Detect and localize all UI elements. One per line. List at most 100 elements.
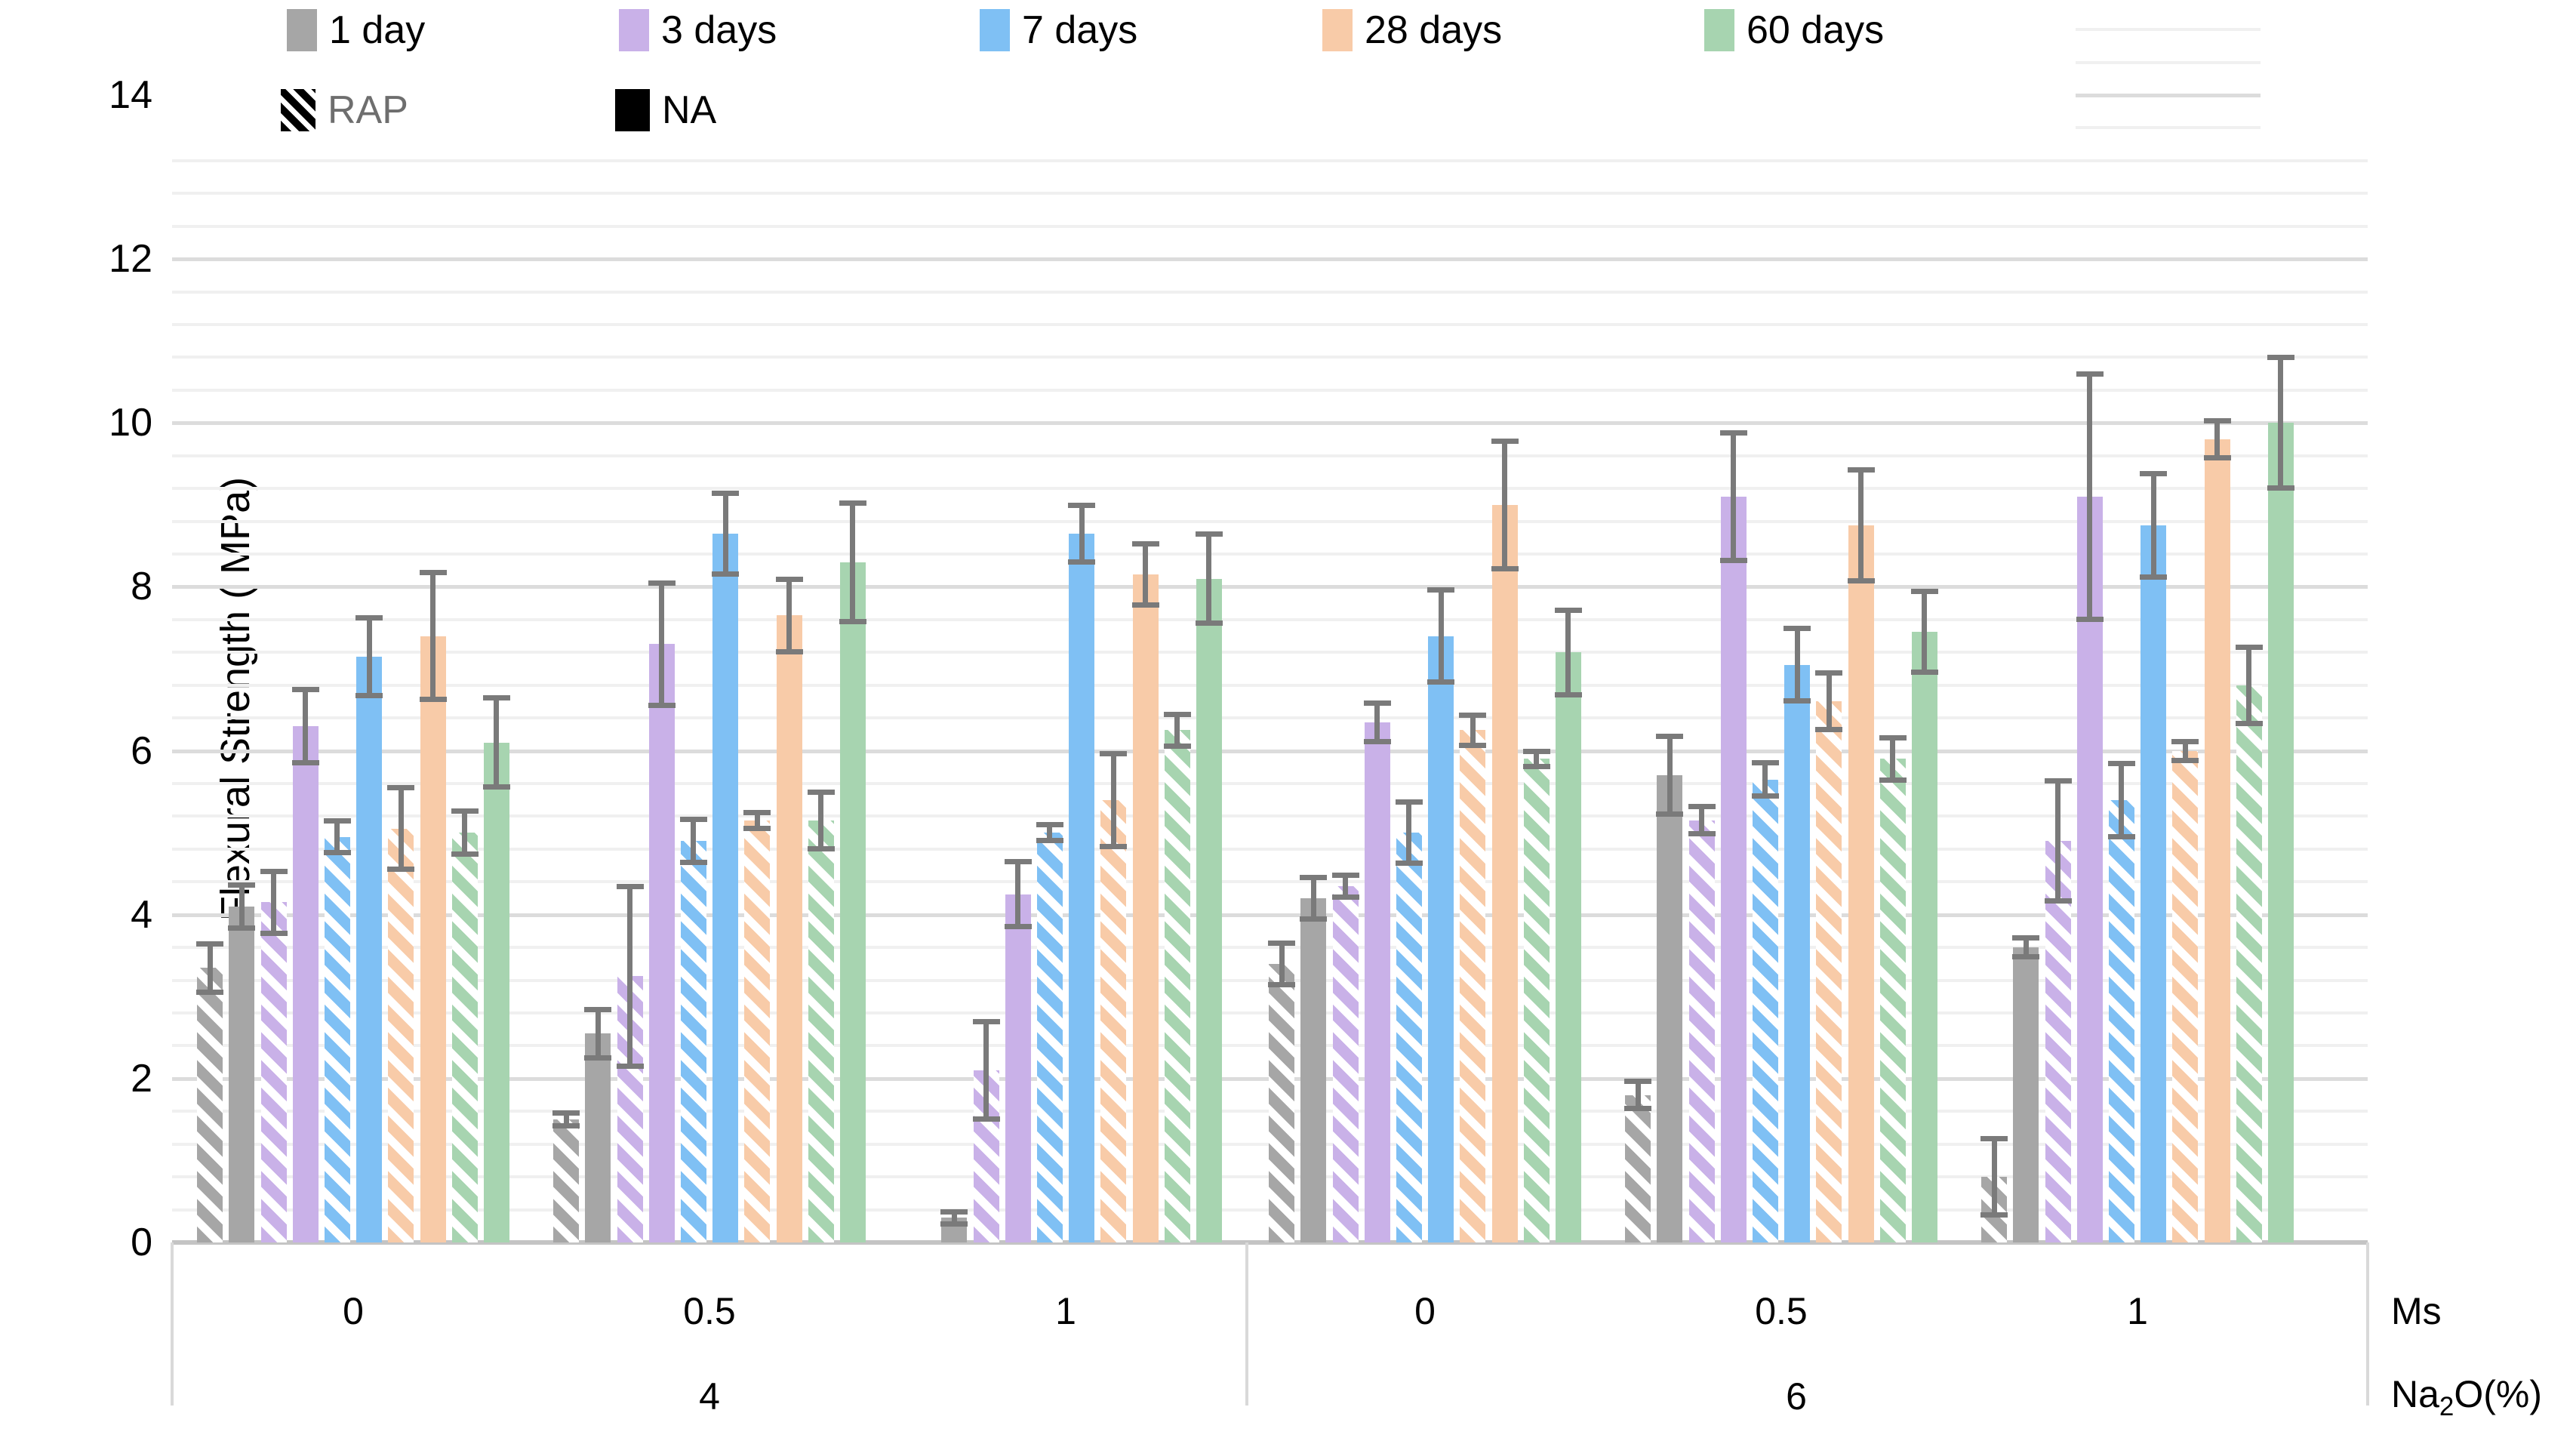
legend-label-28days: 28 days [1365,8,1503,52]
x-axis-separator [2366,1242,2369,1406]
gridline-major [172,749,2368,753]
error-bar-stem [1731,433,1737,561]
error-bar-cap-bottom [552,1122,580,1128]
bar-na2o6-ms1-7days-NA [2141,525,2167,1242]
error-bar-cap-top [807,789,835,795]
error-bar-stem [1279,942,1285,986]
bar-na2o4-ms0.5-60days-RAP [808,820,834,1242]
error-bar-stem [1310,876,1316,920]
error-bar-cap-bottom [1491,565,1519,571]
error-bar-cap-bottom [260,930,288,936]
error-bar-stem [691,818,697,864]
gridline-major [172,257,2368,262]
bar-na2o6-ms0.5-60days-RAP [1879,759,1906,1242]
error-bar-stem [1991,1138,1997,1216]
x-tick-label-na2o: 4 [699,1375,720,1418]
error-bar-cap-top [839,500,866,506]
error-bar-stem [2214,420,2220,458]
error-bar-cap-bottom [1847,577,1875,583]
error-bar-stem [1174,713,1180,747]
y-tick-label: 0 [131,1221,152,1264]
error-bar-cap-bottom [323,850,351,856]
error-bar-cap-bottom [679,860,707,866]
error-bar-cap-top [2107,760,2135,766]
y-tick-label: 4 [131,892,152,937]
bar-na2o6-ms0.5-28days-NA [1848,525,1874,1242]
x-axis-line [172,1240,2368,1245]
error-bar-cap-bottom [1910,670,1938,676]
error-bar-cap-bottom [1004,924,1032,929]
legend-item-3days: 3 days [619,9,777,51]
error-bar-stem [1406,801,1412,864]
error-bar-stem [1635,1081,1641,1110]
error-bar-cap-top [2235,644,2263,650]
error-bar-cap-bottom [196,989,224,995]
bar-na2o6-ms0-1day-NA [1300,898,1327,1242]
gridline-minor [172,782,2368,785]
legend-swatch-NA [615,89,650,131]
error-bar-stem [398,787,404,870]
error-bar-cap-bottom [2076,616,2104,622]
error-bar-cap-top [2140,470,2168,476]
error-bar-cap-top [1719,430,1747,436]
gridline-minor [172,290,2368,294]
bar-na2o4-ms0-3days-RAP [260,902,287,1242]
legend-item-NA: NA [615,89,716,131]
error-bar-cap-top [1491,439,1519,445]
x-tick-label-na2o: 6 [1786,1375,1807,1418]
error-bar-stem [1206,533,1212,624]
gridline-minor [172,880,2368,884]
bar-na2o4-ms0.5-60days-NA [839,562,866,1242]
error-bar-stem [1826,673,1832,731]
error-bar-stem [271,871,276,934]
error-bar-cap-bottom [1331,894,1359,900]
error-bar-stem [818,791,824,849]
error-bar-stem [1534,750,1540,768]
error-bar-stem [1890,737,1896,780]
gridline-minor [172,716,2368,720]
error-bar-cap-top [196,941,224,947]
top-right-grid-segment [2076,60,2261,64]
legend-item-7days: 7 days [980,9,1137,51]
bar-na2o4-ms0-28days-RAP [388,828,414,1242]
legend-label-1day: 1 day [329,8,426,52]
bar-na2o4-ms1-7days-NA [1069,533,1095,1242]
gridline-minor [172,814,2368,818]
bar-na2o4-ms0.5-28days-RAP [744,820,771,1242]
bar-na2o6-ms0.5-7days-NA [1784,664,1811,1242]
error-bar-cap-top [2267,355,2294,361]
bar-na2o4-ms0.5-1day-NA [585,1033,611,1242]
error-bar-cap-bottom [1815,727,1843,733]
error-bar-cap-bottom [2203,454,2231,460]
y-tick-label: 8 [131,565,152,609]
y-tick-label: 10 [109,401,152,445]
error-bar-cap-bottom [355,692,383,698]
error-bar-cap-top [1004,859,1032,865]
bar-na2o6-ms1-28days-NA [2204,439,2230,1242]
error-bar-cap-bottom [1459,743,1487,749]
error-bar-cap-bottom [2235,720,2263,726]
error-bar-cap-top [1100,750,1128,756]
error-bar-cap-top [482,695,510,700]
top-right-grid-segment [2076,126,2261,130]
y-tick-label: 14 [109,73,152,117]
error-bar-cap-bottom [2140,574,2168,580]
legend-item-RAP: RAP [281,89,408,131]
error-bar-cap-bottom [1554,691,1582,697]
error-bar-cap-bottom [743,825,771,831]
error-bar-stem [2119,762,2125,837]
error-bar-cap-top [1784,625,1811,631]
error-bar-cap-bottom [2171,757,2199,763]
error-bar-cap-top [2171,738,2199,744]
error-bar-cap-top [1751,759,1779,765]
legend-swatch-RAP [281,89,315,131]
error-bar-cap-top [1300,874,1328,880]
error-bar-cap-bottom [1656,811,1684,817]
error-bar-cap-bottom [1163,744,1191,750]
error-bar-cap-top [1879,735,1907,741]
error-bar-stem [1470,714,1476,747]
error-bar-cap-bottom [807,845,835,851]
legend-item-60days: 60 days [1704,9,1884,51]
gridline-minor [172,159,2368,162]
error-bar-cap-top [2012,935,2040,941]
